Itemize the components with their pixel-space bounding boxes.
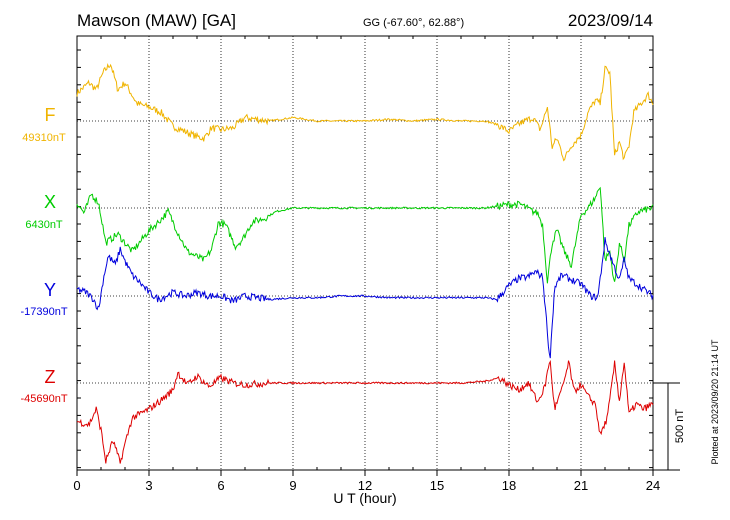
x-tick-label: 21 xyxy=(574,478,588,493)
baseline-label-x: 6430nT xyxy=(25,219,63,231)
scale-bar-label: 500 nT xyxy=(674,409,686,444)
x-tick-label: 24 xyxy=(646,478,660,493)
x-tick-label: 18 xyxy=(502,478,516,493)
series-label-f: F xyxy=(45,105,56,125)
baseline-label-y: -17390nT xyxy=(20,306,67,318)
baseline-label-f: 49310nT xyxy=(22,132,66,144)
plotted-at-label: Plotted at 2023/09/20 21:14 UT xyxy=(710,339,720,465)
series-line-z xyxy=(76,359,654,464)
scale-bar xyxy=(653,382,680,471)
chart-subtitle: GG (-67.60°, 62.88°) xyxy=(363,17,464,29)
grid-layer xyxy=(77,36,653,470)
x-tick-label: 12 xyxy=(358,478,372,493)
series-label-z: Z xyxy=(45,367,56,387)
series-layer xyxy=(76,62,654,464)
baseline-label-z: -45690nT xyxy=(20,393,67,405)
chart-date: 2023/09/14 xyxy=(568,11,653,30)
series-line-x xyxy=(76,186,654,284)
series-line-y xyxy=(76,237,654,359)
x-tick-label: 6 xyxy=(217,478,224,493)
ticks-layer: 0 3 6 9 12 15 18 21 24 xyxy=(73,36,660,493)
x-tick-label: 9 xyxy=(289,478,296,493)
series-label-y: Y xyxy=(44,280,56,300)
chart-title: Mawson (MAW) [GA] xyxy=(77,11,236,30)
series-label-x: X xyxy=(44,192,56,212)
x-tick-label: 15 xyxy=(430,478,444,493)
series-line-f xyxy=(76,62,654,162)
x-axis-label: U T (hour) xyxy=(333,490,396,506)
x-tick-label: 3 xyxy=(145,478,152,493)
x-tick-label: 0 xyxy=(73,478,80,493)
